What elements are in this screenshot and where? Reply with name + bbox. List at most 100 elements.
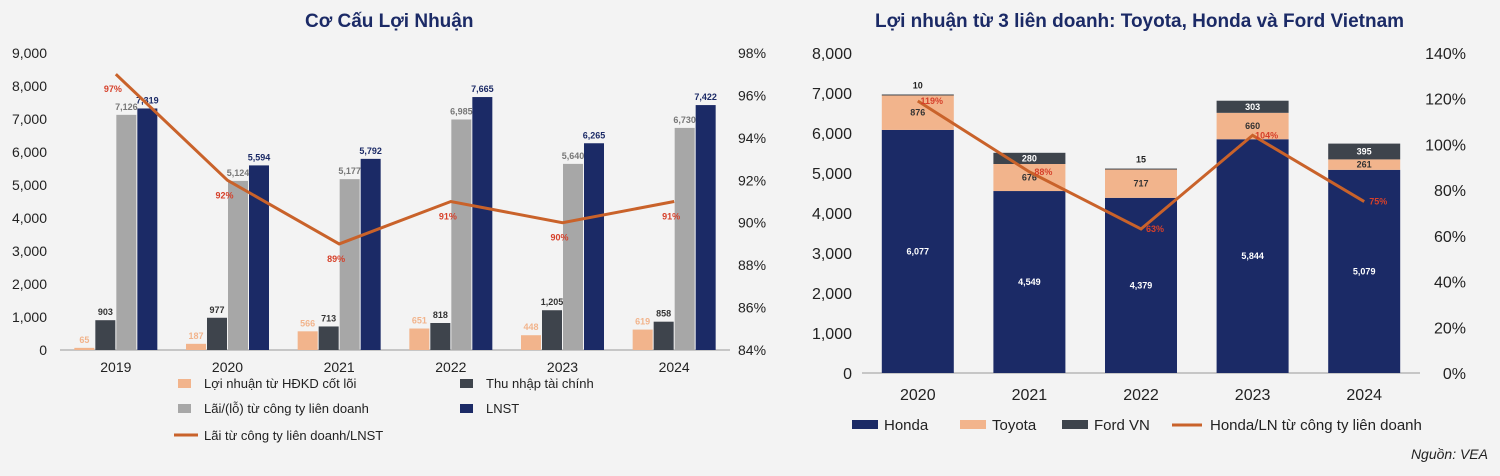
bar-jv (228, 180, 248, 350)
y-tick-label: 7,000 (12, 111, 47, 127)
data-label: 619 (635, 317, 650, 327)
y-tick-label: 3,000 (12, 243, 47, 259)
stacked-bar-honda (1328, 169, 1401, 373)
data-label: 5,079 (1353, 266, 1376, 276)
x-tick-label: 2021 (1012, 387, 1048, 404)
bar-core (74, 347, 95, 350)
y-tick-label: 4,000 (812, 206, 852, 223)
stacked-bar-honda (881, 129, 954, 373)
data-label: 4,379 (1130, 280, 1153, 290)
y2-tick-label: 94% (738, 130, 766, 146)
stacked-bar-toyota (881, 94, 954, 130)
bar-fin (653, 321, 674, 350)
ratio-label: 91% (662, 212, 680, 222)
y-tick-label: 3,000 (812, 246, 852, 263)
ratio-label: 92% (215, 190, 233, 200)
legend-swatch (178, 404, 191, 413)
data-label: 65 (79, 335, 89, 345)
legend-swatch (852, 420, 878, 429)
bar-lnst (472, 97, 493, 351)
data-label: 448 (523, 322, 538, 332)
bar-fin (95, 320, 116, 350)
bar-core (186, 343, 206, 350)
bar-jv (563, 163, 583, 350)
legend-swatch (960, 420, 986, 429)
data-label: 876 (910, 107, 925, 117)
ratio-label: 75% (1369, 197, 1387, 207)
y2-tick-label: 96% (738, 87, 766, 103)
x-tick-label: 2020 (900, 387, 936, 404)
data-label: 903 (98, 307, 113, 317)
legend-swatch (178, 379, 191, 388)
y2-tick-label: 120% (1425, 92, 1466, 109)
data-label: 818 (433, 310, 448, 320)
profit-structure-chart: 0 1,000 2,000 3,000 4,000 5,000 6,000 7,000 8,00… (12, 45, 766, 443)
stacked-bar-ford (1216, 100, 1289, 113)
ratio-label: 63% (1146, 224, 1164, 234)
x-tick-label: 2020 (212, 359, 243, 375)
y-tick-label: 2,000 (812, 286, 852, 303)
data-label: 651 (412, 316, 427, 326)
data-label: 280 (1022, 153, 1037, 163)
right-chart-title: Lợi nhuận từ 3 liên doanh: Toyota, Honda… (875, 11, 1405, 32)
legend-swatch (460, 379, 473, 388)
legend-swatch (1062, 420, 1088, 429)
data-label: 10 (913, 80, 923, 90)
stacked-bar-ford (1105, 168, 1177, 170)
bar-core (521, 335, 541, 350)
y2-tick-label: 86% (738, 300, 766, 316)
bar-lnst (584, 143, 604, 350)
y-tick-label: 9,000 (12, 45, 47, 61)
data-label: 187 (188, 331, 203, 341)
data-label: 5,844 (1241, 251, 1264, 261)
bar-jv (116, 114, 137, 350)
y2-tick-label: 98% (738, 45, 766, 61)
bar-core (297, 331, 318, 350)
ratio-line (114, 73, 675, 246)
data-label: 676 (1022, 173, 1037, 183)
y2-tick-label: 92% (738, 172, 766, 188)
jv-profit-chart: 0 1,000 2,000 3,000 4,000 5,000 6,000 7,000 8,00… (812, 46, 1466, 434)
data-label: 4,549 (1018, 277, 1041, 287)
bar-core (632, 329, 653, 350)
y2-tick-label: 100% (1425, 137, 1466, 154)
y-tick-label: 6,000 (812, 126, 852, 143)
data-label: 5,640 (562, 151, 585, 161)
data-label: 6,077 (907, 246, 930, 256)
data-label: 977 (209, 305, 224, 315)
ratio-label: 90% (550, 233, 568, 243)
x-tick-label: 2024 (659, 359, 690, 375)
bar-lnst (695, 105, 716, 350)
data-label: 858 (656, 309, 671, 319)
data-label: 660 (1245, 121, 1260, 131)
ratio-label: 88% (1034, 167, 1052, 177)
data-label: 5,124 (227, 168, 250, 178)
y-tick-label: 8,000 (12, 78, 47, 94)
data-label: 6,265 (583, 130, 606, 140)
y2-tick-label: 88% (738, 257, 766, 273)
legend-label: Honda/LN từ công ty liên doanh (1210, 417, 1422, 434)
bar-fin (542, 310, 562, 350)
stacked-bar-ford (1328, 143, 1401, 160)
data-label: 7,126 (115, 102, 138, 112)
data-label: 395 (1357, 147, 1372, 157)
y2-tick-label: 0% (1443, 366, 1466, 383)
data-label: 303 (1245, 102, 1260, 112)
y2-tick-label: 60% (1434, 229, 1466, 246)
stacked-bar-honda (993, 191, 1066, 373)
x-tick-label: 2024 (1346, 387, 1382, 404)
bar-fin (318, 326, 339, 350)
stacked-bar-honda (1105, 197, 1177, 373)
y-tick-label: 1,000 (12, 309, 47, 325)
bar-core (409, 328, 430, 350)
legend-swatch (460, 404, 473, 413)
y2-tick-label: 20% (1434, 320, 1466, 337)
data-label: 7,422 (694, 92, 717, 102)
y-tick-label: 0 (39, 342, 47, 358)
stacked-bar-ford (993, 152, 1066, 164)
y-tick-label: 6,000 (12, 144, 47, 160)
stacked-bar-honda (1216, 139, 1289, 373)
y-tick-label: 8,000 (812, 46, 852, 63)
data-label: 713 (321, 313, 336, 323)
legend-label: Thu nhập tài chính (486, 376, 594, 391)
